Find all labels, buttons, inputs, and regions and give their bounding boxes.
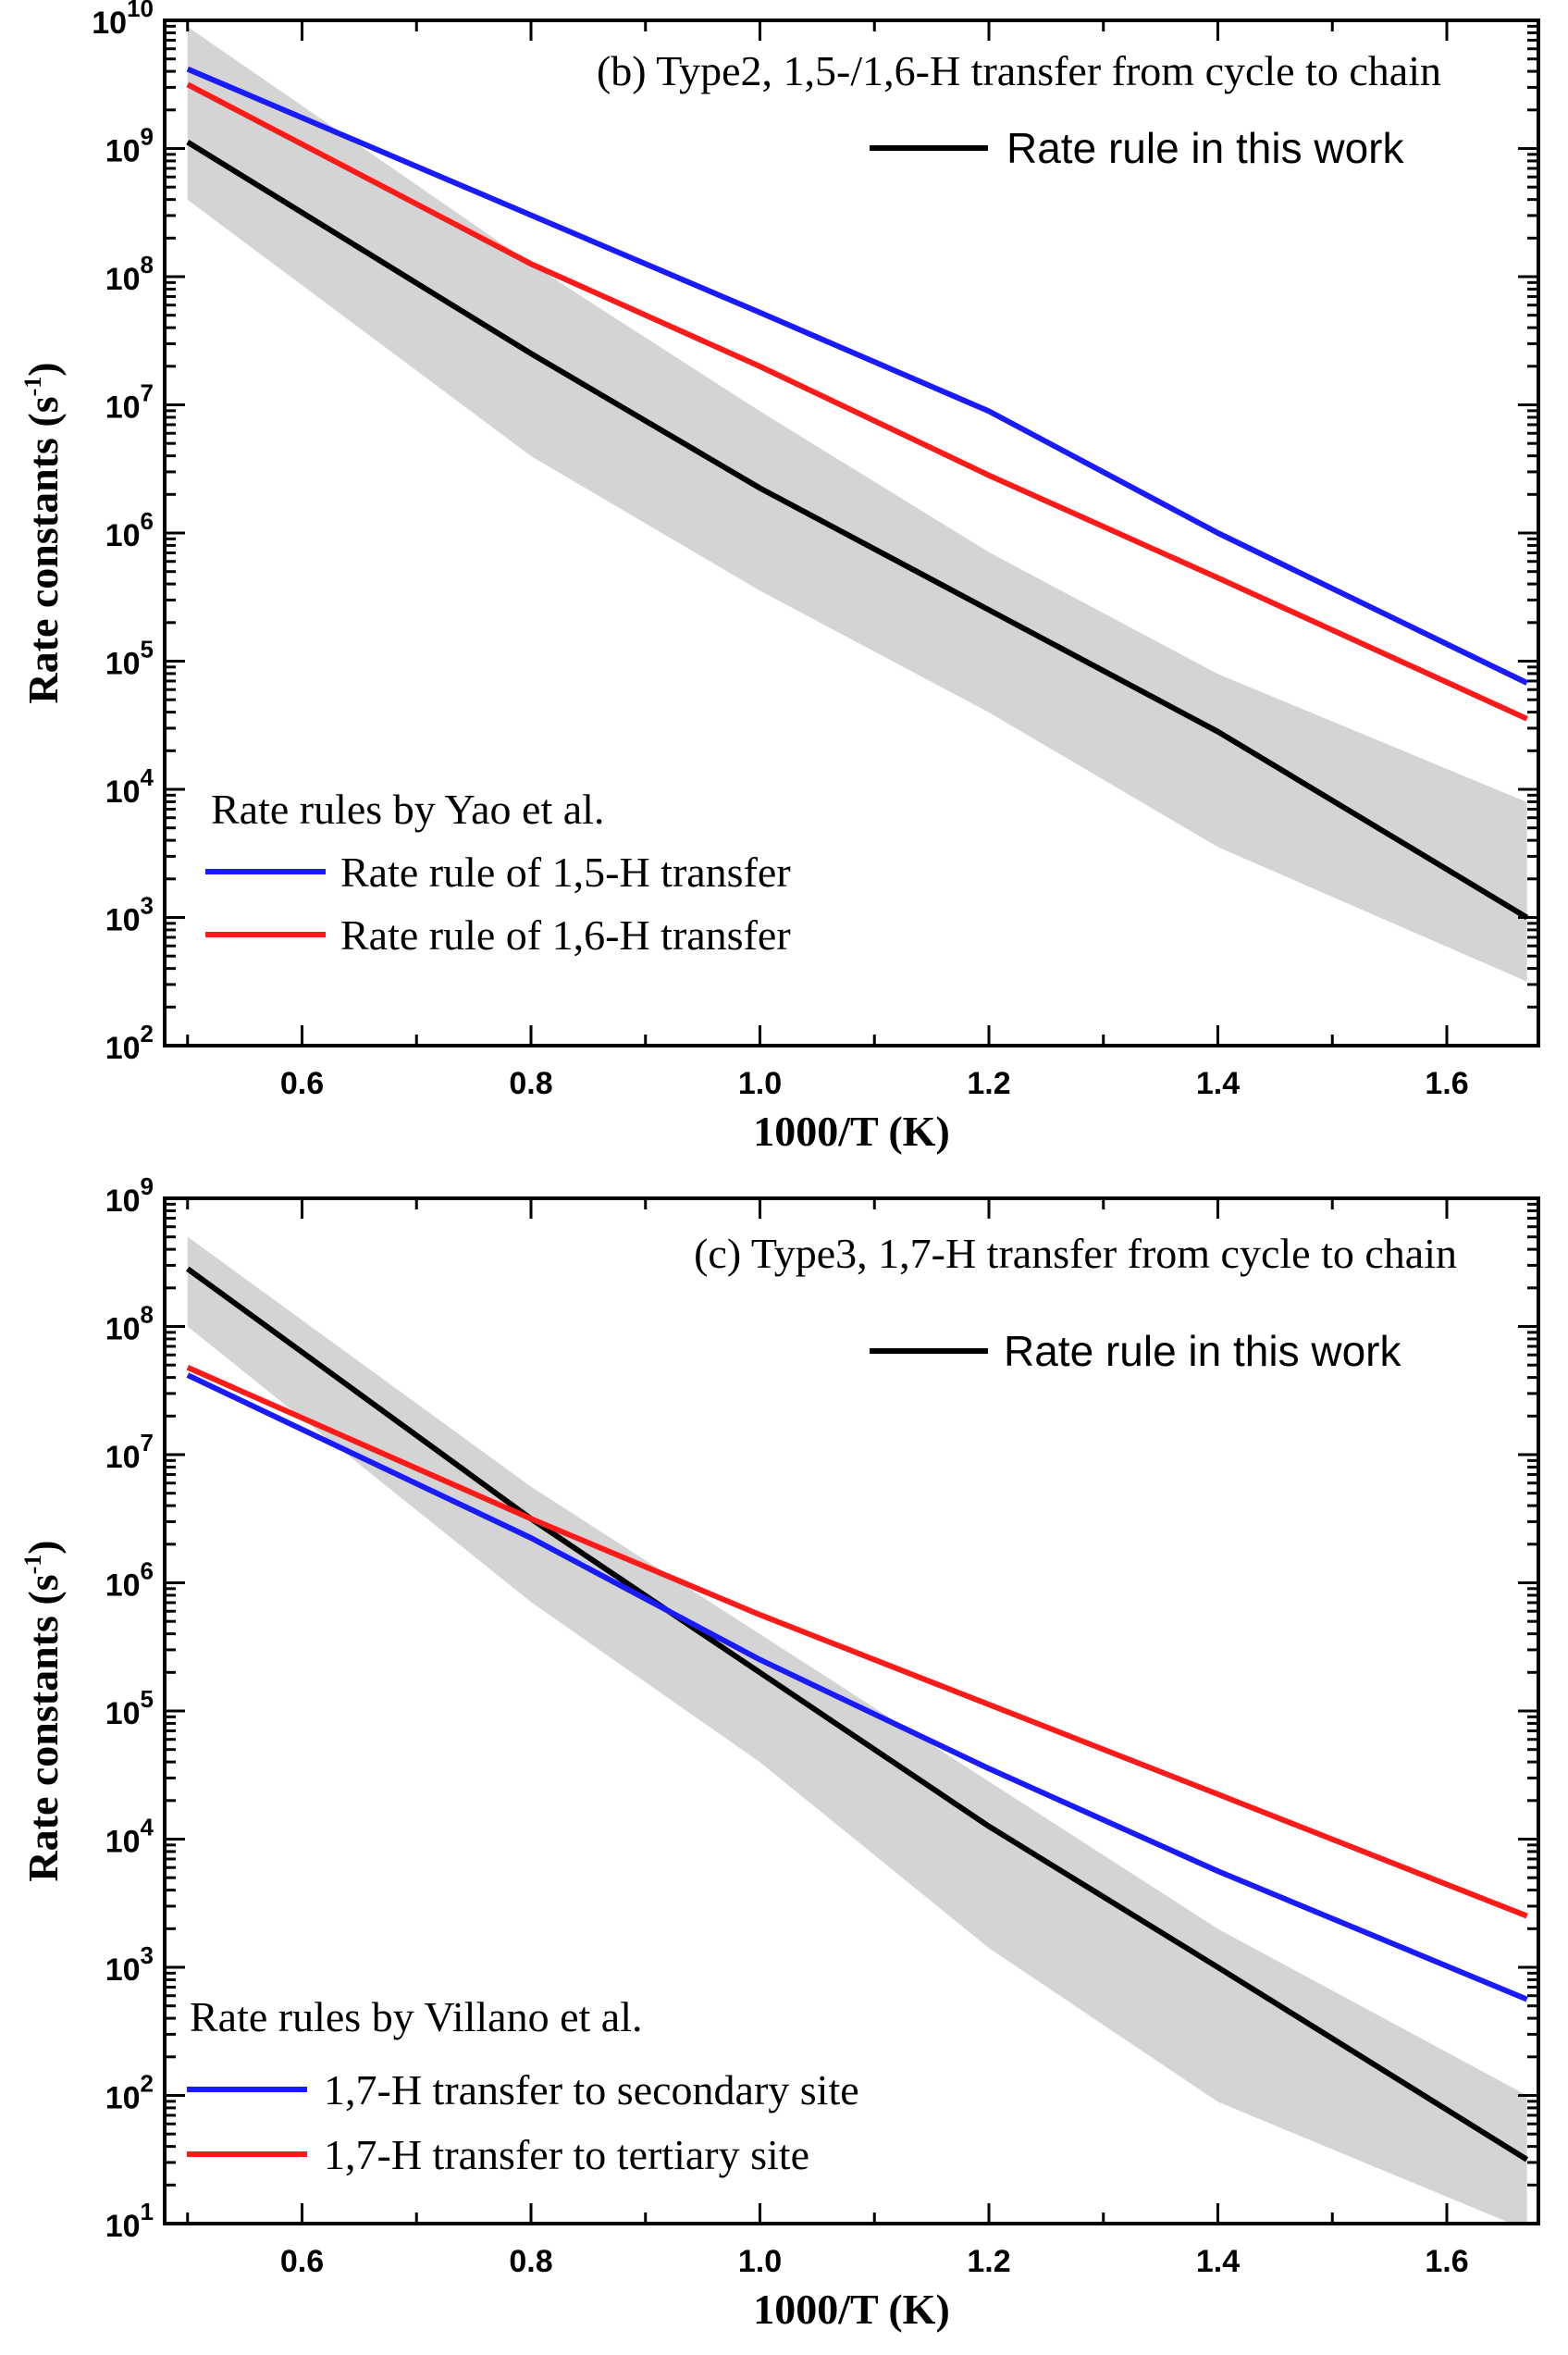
y-axis-title: Rate constants (s-1) [19,1540,67,1881]
y-tick-label: 104 [105,763,154,810]
x-tick-label: 0.6 [280,2244,324,2279]
x-tick-label: 1.0 [738,2244,782,2279]
legend-label-1: 1,7-H transfer to secondary site [324,2066,859,2113]
x-axis-title: 1000/T (K) [753,1108,950,1155]
x-tick-label: 0.8 [509,2244,552,2279]
y-tick-label: 104 [105,1814,154,1860]
x-tick-label: 0.8 [509,1066,552,1101]
x-tick-label: 1.2 [967,2244,1010,2279]
x-tick-label: 1.6 [1425,2244,1468,2279]
y-tick-label: 108 [105,1301,154,1347]
y-tick-label: 105 [105,636,154,682]
uncertainty-band [187,1236,1527,2224]
legend-label-2: 1,7-H transfer to tertiary site [324,2131,809,2178]
y-tick-label: 109 [105,123,154,169]
series-line-2 [186,66,1528,686]
y-tick-label: 106 [105,1557,154,1604]
y-tick-label: 102 [105,2070,154,2116]
x-tick-label: 1.6 [1425,1066,1468,1101]
x-tick-label: 1.4 [1196,1066,1240,1101]
chart-panel-2: 0.6 0.8 1.0 1.2 1.4 1.6 101 102 103 104 105 106 107 1… [19,1172,1540,2333]
y-tick-label: 105 [105,1685,154,1731]
y-tick-label: 109 [105,1172,154,1219]
y-tick-label: 102 [105,1020,154,1066]
legend-label-this-work: Rate rule in this work [1006,124,1404,172]
legend-label-1: Rate rule of 1,5-H transfer [340,849,791,896]
uncertainty-band [187,26,1527,982]
y-tick-label: 107 [105,1429,154,1475]
panel-title: (b) Type2, 1,5-/1,6-H transfer from cycl… [597,47,1441,94]
x-axis-title: 1000/T (K) [753,2286,950,2333]
legend-label-2: Rate rule of 1,6-H transfer [340,911,791,959]
series-line-1 [186,1266,1529,2163]
x-tick-label: 1.4 [1196,2244,1240,2279]
y-axis-title: Rate constants (s-1) [19,362,67,703]
x-tick-label: 0.6 [280,1066,324,1101]
panel-title: (c) Type3, 1,7-H transfer from cycle to … [694,1230,1457,1277]
y-tick-label: 101 [105,2198,154,2244]
legend-label-this-work: Rate rule in this work [1004,1327,1401,1375]
legend-title-literature: Rate rules by Villano et al. [190,1993,643,2040]
y-tick-label: 107 [105,379,154,426]
chart-panel-1: 0.6 0.8 1.0 1.2 1.4 1.6 102 103 104 105 106 107 108 1… [19,0,1540,1155]
y-tick-label: 103 [105,892,154,938]
y-tick-label: 103 [105,1941,154,1988]
x-tick-label: 1.0 [738,1066,782,1101]
series-line-3 [186,1365,1528,1919]
series-line-1 [186,140,1529,921]
legend-title-literature: Rate rules by Yao et al. [211,786,604,833]
series-line-3 [186,81,1528,722]
y-tick-label: 106 [105,507,154,553]
y-tick-label: 1010 [92,0,154,41]
y-tick-label: 108 [105,251,154,297]
series-line-2 [186,1372,1528,2002]
x-tick-label: 1.2 [967,1066,1010,1101]
